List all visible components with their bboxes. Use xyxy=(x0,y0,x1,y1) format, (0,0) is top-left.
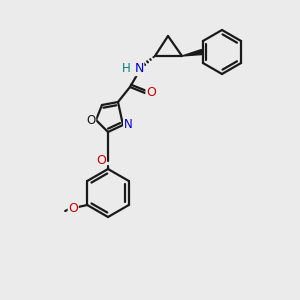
Text: O: O xyxy=(86,113,96,127)
Text: O: O xyxy=(96,154,106,167)
Text: N: N xyxy=(134,62,144,76)
Text: H: H xyxy=(122,62,130,76)
Text: O: O xyxy=(146,85,156,98)
Text: N: N xyxy=(124,118,132,131)
Polygon shape xyxy=(182,50,202,56)
Text: O: O xyxy=(68,202,78,214)
